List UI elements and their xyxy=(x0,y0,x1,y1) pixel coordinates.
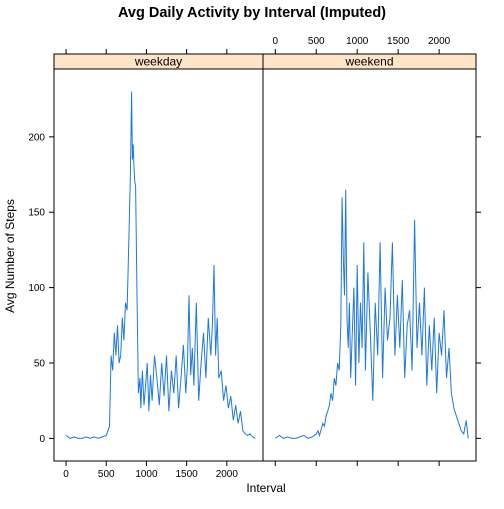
x-tick-label: 2000 xyxy=(216,469,239,480)
x-tick-label-top: 500 xyxy=(308,36,325,47)
x-tick-label: 1000 xyxy=(135,469,158,480)
y-axis-label: Avg Number of Steps xyxy=(3,199,17,313)
chart-title: Avg Daily Activity by Interval (Imputed) xyxy=(118,5,386,21)
x-axis-label: Interval xyxy=(246,481,285,495)
x-tick-label: 1500 xyxy=(176,469,199,480)
x-tick-label-top: 1000 xyxy=(346,36,369,47)
x-tick-label-top: 1500 xyxy=(387,36,410,47)
series-line-weekday xyxy=(65,91,256,439)
x-tick-label-top: 2000 xyxy=(428,36,451,47)
y-tick-label: 50 xyxy=(34,359,46,370)
x-tick-label-top: 0 xyxy=(273,36,279,47)
series-line-weekend xyxy=(275,189,469,439)
strip-label-weekend: weekend xyxy=(344,55,393,69)
y-tick-label: 100 xyxy=(28,283,45,294)
y-tick-label: 150 xyxy=(28,208,45,219)
x-tick-label: 500 xyxy=(98,469,115,480)
panel-frame-weekend xyxy=(262,53,477,462)
y-tick-label: 0 xyxy=(39,434,45,445)
y-tick-label: 200 xyxy=(28,132,45,143)
x-tick-label: 0 xyxy=(63,469,69,480)
strip-label-weekday: weekday xyxy=(134,55,182,69)
